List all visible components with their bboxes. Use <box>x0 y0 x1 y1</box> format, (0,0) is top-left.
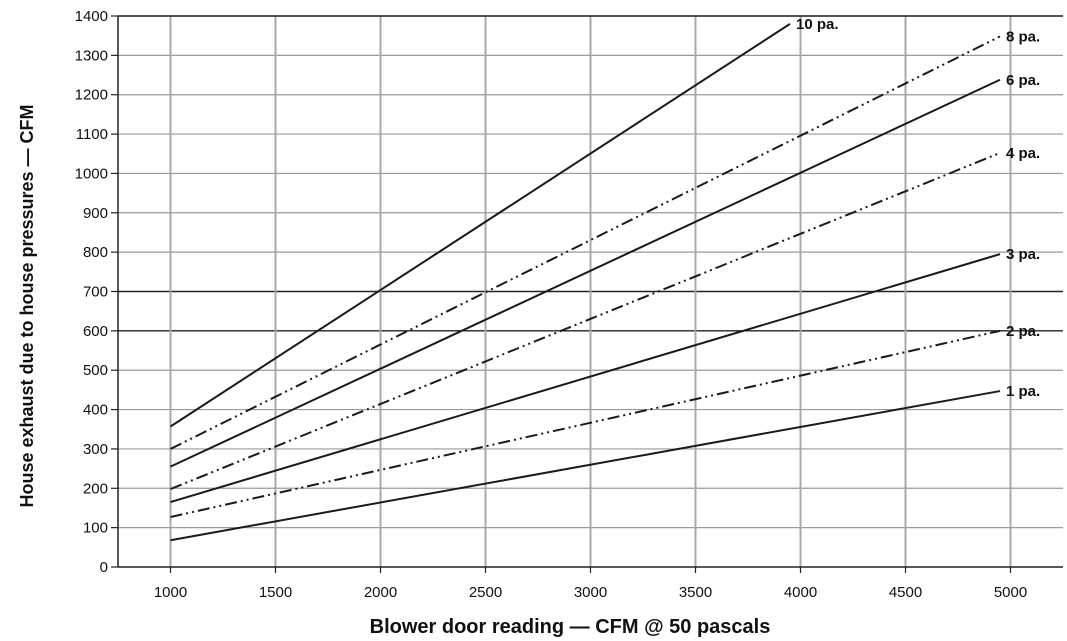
x-tick-label-4500: 4500 <box>889 584 922 601</box>
y-tick-label-300: 300 <box>83 441 108 458</box>
y-tick-label-1200: 1200 <box>75 87 108 104</box>
grid <box>118 15 1063 567</box>
y-tick-label-600: 600 <box>83 323 108 340</box>
x-tick-label-4000: 4000 <box>784 584 817 601</box>
series-line-3-pa <box>170 253 1001 504</box>
series-labels: 10 pa. 8 pa. 6 pa. 4 pa. 3 pa. 2 pa. 1 pa. <box>796 16 1040 400</box>
x-tick-label-2500: 2500 <box>469 584 502 601</box>
series-label-1-pa: 1 pa. <box>1006 383 1040 400</box>
y-tick-label-800: 800 <box>83 244 108 261</box>
series-label-8-pa: 8 pa. <box>1006 28 1040 45</box>
series-line-1-pa <box>170 390 1001 542</box>
y-tick-label-700: 700 <box>83 284 108 301</box>
series-label-4-pa: 4 pa. <box>1006 145 1040 162</box>
y-axis-title: House exhaust due to house pressures — C… <box>17 104 37 507</box>
y-tick-label-400: 400 <box>83 402 108 419</box>
y-tick-label-100: 100 <box>83 520 108 537</box>
y-tick-label-500: 500 <box>83 362 108 379</box>
series-line-4-pa <box>170 152 1001 490</box>
series-line-2-pa <box>170 329 1001 518</box>
x-tick-label-2000: 2000 <box>364 584 397 601</box>
y-tick-label-1400: 1400 <box>75 8 108 25</box>
y-tick-label-1100: 1100 <box>76 126 108 143</box>
series-label-10-pa: 10 pa. <box>796 16 839 33</box>
series-label-3-pa: 3 pa. <box>1006 246 1040 263</box>
x-tick-label-3500: 3500 <box>679 584 712 601</box>
series-line-10-pa <box>169 23 791 428</box>
y-tick-label-900: 900 <box>83 205 108 222</box>
y-tick-label-1300: 1300 <box>75 47 108 64</box>
y-tick-label-0: 0 <box>100 559 108 576</box>
axes <box>111 15 1063 573</box>
x-tick-label-3000: 3000 <box>574 584 607 601</box>
series-line-8-pa <box>170 35 1001 450</box>
tick-labels: 0 100 200 300 400 500 600 700 800 900 1000 1100 1200… <box>75 8 1028 601</box>
series-label-6-pa: 6 pa. <box>1006 72 1040 89</box>
series-line-6-pa <box>170 78 1001 468</box>
x-axis-title: Blower door reading — CFM @ 50 pascals <box>370 616 771 638</box>
series-label-2-pa: 2 pa. <box>1006 323 1040 340</box>
y-tick-label-1000: 1000 <box>75 165 108 182</box>
series-lines <box>169 23 1001 542</box>
x-tick-label-1000: 1000 <box>154 584 187 601</box>
y-tick-label-200: 200 <box>83 480 108 497</box>
x-tick-label-1500: 1500 <box>259 584 292 601</box>
x-tick-label-5000: 5000 <box>994 584 1027 601</box>
